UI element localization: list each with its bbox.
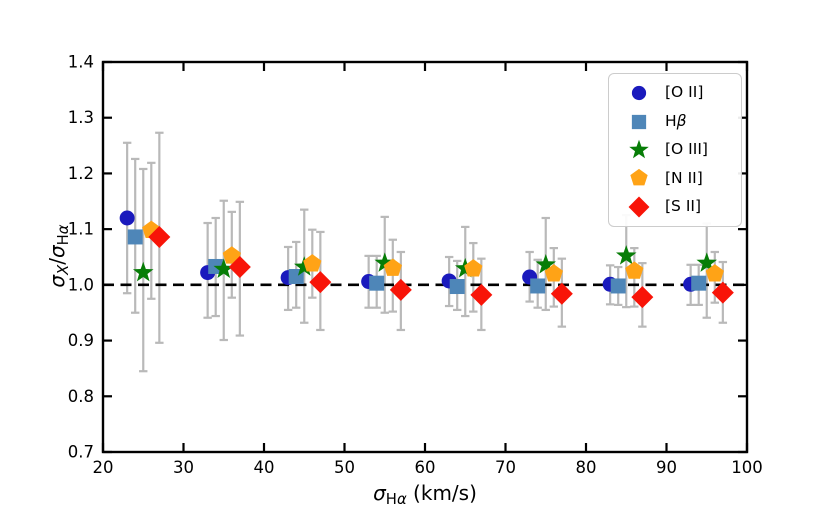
series-s-ii-marker xyxy=(550,282,573,305)
series-h-beta-marker xyxy=(691,275,707,291)
series-n-ii-marker xyxy=(303,254,322,272)
series-s-ii-marker xyxy=(470,283,493,306)
legend-item-h-beta: Hβ xyxy=(609,110,741,134)
y-tick-label: 1.1 xyxy=(68,220,94,239)
series-s-ii-marker xyxy=(711,281,734,304)
series-o-iii-marker xyxy=(615,245,637,265)
series-o-iii-marker xyxy=(132,261,154,282)
series-h-beta-marker xyxy=(610,278,626,294)
y-tick-label: 0.7 xyxy=(68,443,94,462)
x-tick-label: 40 xyxy=(254,458,275,477)
y-tick-label: 1.0 xyxy=(68,275,94,294)
x-tick-label: 100 xyxy=(731,458,763,477)
x-tick-label: 80 xyxy=(576,458,597,477)
y-tick-label: 1.2 xyxy=(68,164,94,183)
legend-marker-s-ii xyxy=(628,196,650,218)
series-s-ii-marker xyxy=(389,278,412,301)
series-n-ii-marker xyxy=(705,264,724,282)
legend-marker-n-ii xyxy=(630,169,648,186)
y-axis-label-sigma-den: σ xyxy=(45,245,69,259)
series-s-ii xyxy=(148,225,734,309)
series-s-ii-marker xyxy=(148,225,171,248)
series-o-iii-marker xyxy=(629,139,649,159)
series-o-iii-marker xyxy=(374,252,396,272)
series-n-ii-marker xyxy=(222,246,241,264)
legend-item-s-ii: [S II] xyxy=(609,195,741,219)
series-n-ii-marker xyxy=(383,258,402,276)
y-tick-label: 0.8 xyxy=(68,387,94,406)
x-tick-label: 30 xyxy=(173,458,194,477)
y-axis-label-sub-den-roman: H xyxy=(55,234,73,246)
series-s-ii-marker xyxy=(228,256,251,279)
series-h-beta-marker xyxy=(449,279,465,295)
x-tick-label: 60 xyxy=(415,458,436,477)
y-axis-label-sub-num: X xyxy=(55,264,73,275)
x-axis-label-sub-greek: α xyxy=(396,491,407,509)
series-n-ii-marker xyxy=(544,264,563,282)
x-tick-label: 90 xyxy=(656,458,677,477)
ticks xyxy=(101,60,749,454)
series-o-ii-marker xyxy=(631,86,647,101)
legend-label-n-ii: [N II] xyxy=(665,168,703,187)
series-s-ii-marker xyxy=(631,286,654,309)
legend-marker-o-iii xyxy=(629,139,649,159)
series-o-iii-marker xyxy=(293,256,315,276)
series-o-iii-marker xyxy=(535,254,557,274)
y-axis-label-sub-den-greek: α xyxy=(55,224,73,235)
series-n-ii-marker xyxy=(630,169,648,186)
legend-label-o-ii: [O II] xyxy=(665,83,704,102)
y-tick-label: 1.4 xyxy=(68,53,94,72)
x-axis-label-sigma: σ xyxy=(373,481,386,505)
y-axis-label-slash: / xyxy=(45,258,69,265)
x-tick-label: 70 xyxy=(495,458,516,477)
legend-label-s-ii: [S II] xyxy=(665,197,702,215)
series-h-beta xyxy=(127,229,707,295)
y-axis-label-sigma-num: σ xyxy=(45,274,69,288)
series-n-ii xyxy=(142,220,724,282)
y-tick-label: 1.3 xyxy=(68,108,94,127)
tick-labels: 20 30 40 50 60 70 80 90 100 0.7 0.8 0.9 1.0 1.1 1.2 1.3… xyxy=(68,53,763,478)
series-h-beta-marker xyxy=(530,278,546,294)
x-tick-label: 20 xyxy=(93,458,114,477)
legend-item-o-ii: [O II] xyxy=(609,81,741,105)
x-axis-label-sub-roman: H xyxy=(385,491,397,509)
series-o-ii-marker xyxy=(119,210,135,226)
legend-label-o-iii: [O III] xyxy=(665,140,708,159)
error-bar xyxy=(469,241,478,313)
legend-label-h-beta: Hβ xyxy=(665,111,687,130)
y-axis-label: σX/σHα xyxy=(45,136,73,376)
legend-item-o-iii: [O III] xyxy=(609,138,741,162)
series-s-ii-marker xyxy=(628,196,650,218)
x-tick-label: 50 xyxy=(334,458,355,477)
series-h-beta-marker xyxy=(127,229,143,245)
series-o-iii-marker xyxy=(213,258,235,278)
legend: [O II] Hβ [O III] [N II] [S II] xyxy=(608,73,742,227)
y-tick-label: 0.9 xyxy=(68,331,94,350)
legend-marker-o-ii xyxy=(631,86,647,101)
legend-marker-h-beta xyxy=(631,114,647,129)
series-s-ii-marker xyxy=(309,271,332,294)
x-axis-label: σHα (km/s) xyxy=(103,481,747,509)
series-h-beta-marker xyxy=(631,114,647,129)
x-axis-label-units: (km/s) xyxy=(406,481,477,505)
series-n-ii-marker xyxy=(464,259,483,277)
series-n-ii-marker xyxy=(625,261,644,279)
legend-item-n-ii: [N II] xyxy=(609,166,741,190)
series-h-beta-marker xyxy=(369,275,385,291)
series-o-iii-marker xyxy=(696,252,718,272)
